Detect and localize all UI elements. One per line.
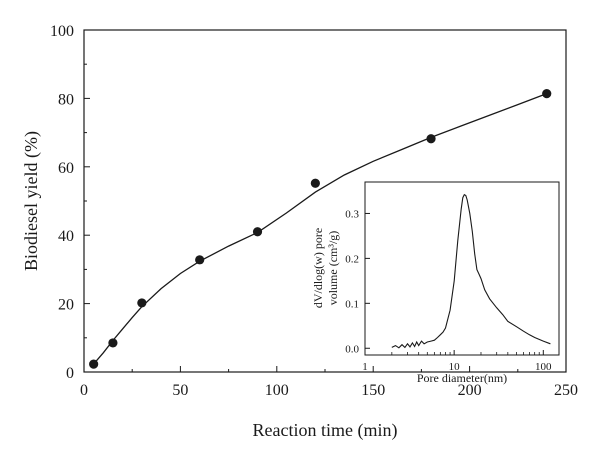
- main-y-tick-label: 80: [58, 91, 74, 108]
- main-data-point: [252, 227, 263, 237]
- main-data-point: [195, 255, 205, 265]
- inset-y-tick-label: 0.2: [345, 253, 359, 265]
- main-x-tick-label: 150: [361, 382, 385, 399]
- inset-plot: 1 10 100 0.0 0.1 0.2 0.3 Pore diameter(nm) dV/…: [311, 181, 560, 385]
- main-y-tick-label: 100: [50, 23, 74, 40]
- main-x-tick-label: 50: [172, 382, 188, 399]
- main-x-tick-label: 0: [80, 382, 88, 399]
- inset-y-axis-title-line-2: volume (cm³/g): [326, 231, 340, 306]
- inset-x-tick-label: 10: [449, 361, 461, 373]
- inset-y-tick-label: 0.0: [345, 343, 359, 355]
- main-y-tick-label: 20: [58, 297, 74, 314]
- inset-background: [365, 182, 559, 355]
- main-x-axis-title: Reaction time (min): [253, 420, 398, 441]
- inset-plot-frame: [364, 181, 560, 356]
- inset-x-axis-title: Pore diameter(nm): [417, 371, 507, 385]
- main-x-tick-label: 100: [265, 382, 289, 399]
- main-data-point: [137, 298, 147, 308]
- main-y-axis-title: Biodiesel yield (%): [21, 131, 42, 271]
- main-y-tick-label: 40: [58, 228, 74, 245]
- main-plot: 0 50 100 150 200 250 0 20 40 60 80 100 Reaction tim…: [21, 23, 578, 441]
- inset-x-tick-label: 100: [535, 361, 552, 373]
- main-data-points: [89, 89, 552, 369]
- inset-y-axis-title-line-1: dV/dlog(w) pore: [311, 228, 325, 308]
- main-x-tick-label: 250: [554, 382, 578, 399]
- main-y-tick-label: 60: [58, 160, 74, 177]
- main-data-point: [89, 359, 99, 369]
- inset-y-tick-label: 0.1: [345, 298, 359, 310]
- main-axis-ticks: 0 50 100 150 200 250 0 20 40 60 80 100: [50, 23, 578, 399]
- inset-axis-ticks: 1 10 100 0.0 0.1 0.2 0.3: [345, 208, 552, 373]
- main-y-tick-label: 0: [66, 365, 74, 382]
- main-x-tick-label: 200: [458, 382, 482, 399]
- main-data-point: [108, 338, 118, 348]
- main-data-point: [542, 89, 552, 99]
- main-data-point: [310, 178, 320, 188]
- inset-x-tick-label: 1: [362, 361, 368, 373]
- main-data-point: [426, 134, 436, 144]
- inset-pore-distribution-line: [391, 193, 551, 349]
- inset-y-tick-label: 0.3: [345, 208, 359, 220]
